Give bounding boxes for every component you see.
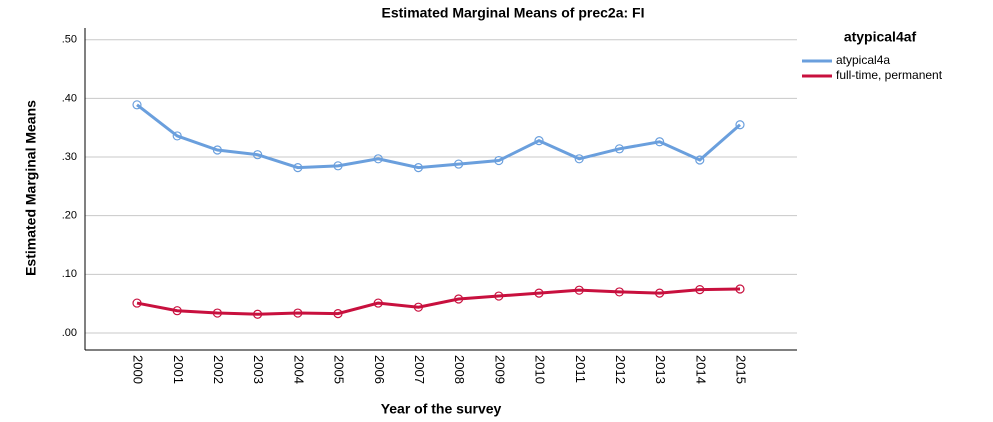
point-marker	[735, 284, 745, 294]
point-marker	[253, 309, 263, 319]
point-marker	[253, 150, 263, 160]
series-line	[136, 103, 741, 170]
point-marker	[212, 145, 222, 155]
series-line	[136, 287, 741, 316]
point-marker	[172, 306, 182, 316]
point-marker	[373, 154, 383, 164]
x-tick-label: 2000	[131, 355, 146, 384]
point-marker	[494, 291, 504, 301]
point-marker	[413, 302, 423, 312]
point-marker	[494, 155, 504, 166]
x-tick-label: 2002	[211, 355, 226, 384]
point-marker	[413, 162, 423, 173]
point-marker	[293, 308, 303, 318]
x-tick-label: 2012	[613, 355, 628, 384]
x-tick-label: 2010	[533, 355, 548, 384]
point-marker	[534, 288, 544, 298]
point-marker	[574, 285, 584, 295]
point-marker	[614, 144, 625, 154]
chart-title: Estimated Marginal Means of prec2a: FI	[382, 5, 645, 21]
point-marker	[212, 308, 222, 318]
x-tick-label: 2004	[291, 355, 306, 384]
x-tick-label: 2015	[734, 355, 749, 384]
y-tick-label: .50	[62, 34, 77, 46]
point-marker	[614, 287, 625, 297]
point-marker	[454, 294, 464, 304]
point-marker	[333, 309, 343, 319]
legend-label: full-time, permanent	[836, 68, 943, 82]
legend-label: atypical4a	[836, 53, 890, 67]
x-tick-label: 2014	[693, 355, 708, 384]
x-tick-label: 2005	[332, 355, 347, 384]
x-axis-title: Year of the survey	[381, 401, 502, 417]
x-tick-label: 2003	[251, 355, 266, 384]
y-tick-label: .10	[62, 268, 77, 280]
point-marker	[333, 161, 343, 171]
point-marker	[293, 162, 303, 173]
point-marker	[534, 136, 544, 146]
point-marker	[574, 154, 584, 164]
point-marker	[172, 131, 182, 141]
point-marker	[132, 100, 142, 110]
point-marker	[695, 155, 705, 165]
y-tick-label: .00	[62, 327, 77, 339]
x-tick-label: 2006	[372, 355, 387, 384]
x-tick-label: 2008	[452, 355, 467, 384]
x-tick-label: 2011	[573, 355, 588, 383]
point-marker	[654, 137, 665, 147]
legend-title: atypical4af	[844, 29, 917, 45]
x-tick-label: 2013	[653, 355, 668, 384]
y-axis-title: Estimated Marginal Means	[23, 100, 39, 276]
x-tick-label: 2009	[492, 355, 507, 384]
x-tick-label: 2007	[412, 355, 427, 384]
point-marker	[373, 298, 383, 308]
point-marker	[735, 120, 745, 130]
point-marker	[454, 159, 464, 169]
point-marker	[132, 298, 142, 308]
point-marker	[654, 288, 665, 298]
y-tick-label: .30	[62, 151, 77, 163]
y-tick-label: .20	[62, 210, 77, 222]
y-tick-label: .40	[62, 92, 77, 104]
x-tick-label: 2001	[171, 355, 186, 384]
point-marker	[695, 284, 705, 295]
